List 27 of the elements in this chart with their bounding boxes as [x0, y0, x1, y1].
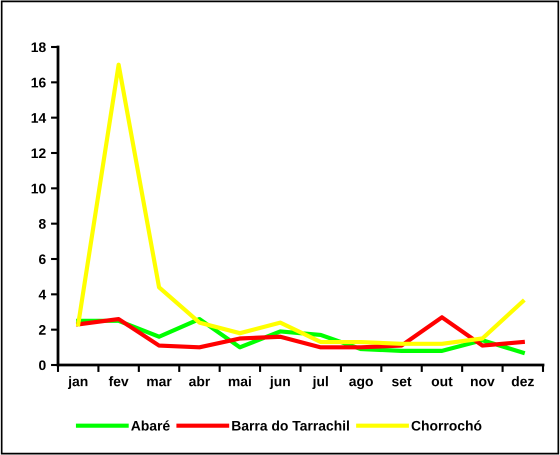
x-tick-label: jul	[312, 376, 328, 390]
y-tick-label: 0	[39, 360, 46, 370]
x-tick-label: jan	[68, 376, 88, 390]
y-tick-label: 10	[32, 184, 46, 194]
y-tick-label: 8	[38, 219, 46, 229]
x-tick-label: fev	[108, 376, 129, 386]
legend-label: Abaré	[131, 420, 170, 431]
y-tick-label: 18	[32, 42, 46, 52]
line-series	[76, 62, 525, 346]
legend-label: Chorrochó	[412, 420, 482, 431]
y-tick-label: 6	[38, 254, 46, 264]
x-tick-label: set	[392, 377, 412, 386]
x-tick-label: out	[432, 377, 453, 386]
line-series	[76, 315, 525, 350]
x-tick-label: ago	[349, 378, 373, 390]
x-tick-label: mar	[147, 378, 172, 386]
y-tick-label: 16	[32, 78, 46, 88]
x-tick-label: nov	[470, 378, 495, 386]
legend-label: Barra do Tarrachil	[232, 420, 349, 431]
x-tick-label: jun	[270, 376, 290, 390]
x-tick-label: dez	[512, 376, 534, 386]
y-tick-label: 4	[38, 290, 46, 300]
y-tick-label: 14	[32, 113, 46, 123]
y-tick-label: 2	[38, 325, 46, 335]
y-tick-label: 12	[32, 148, 46, 158]
x-tick-label: mai	[228, 376, 251, 386]
x-tick-label: abr	[189, 376, 210, 386]
